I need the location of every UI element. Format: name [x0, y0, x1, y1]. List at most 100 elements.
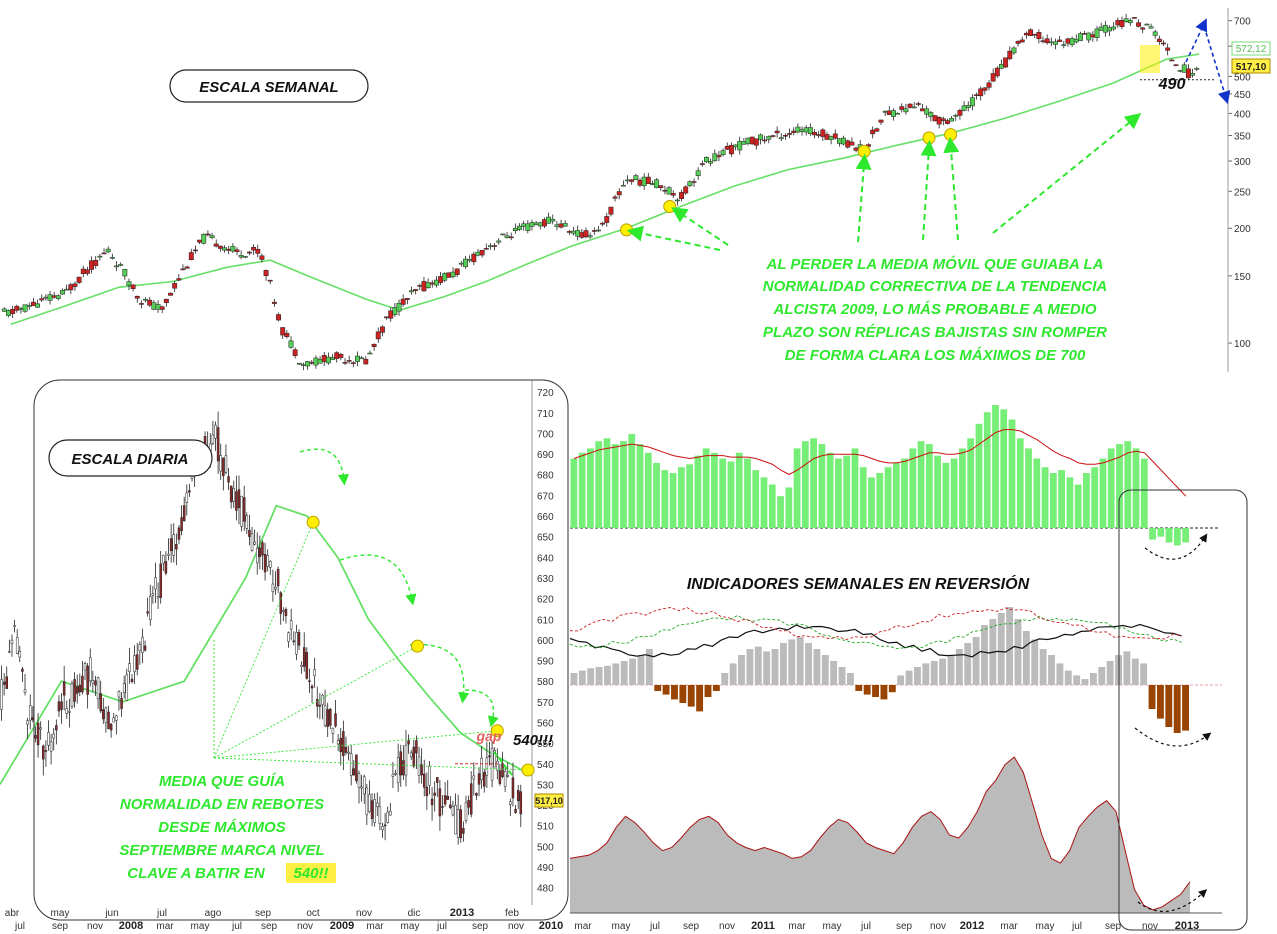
daily-candle-body [266, 555, 269, 567]
weekly-y-tick-label: 350 [1234, 132, 1251, 143]
weekly-candle-body [130, 284, 136, 290]
weekly-annotation-arrow [943, 136, 960, 241]
weekly-candle-body [695, 170, 701, 176]
daily-candle-body [242, 497, 246, 522]
weekly-candle-body [562, 223, 568, 227]
weekly-candle-body [712, 153, 718, 161]
weekly-highlight-zone [1140, 45, 1160, 73]
weekly-candle-body [109, 256, 115, 259]
indicator-1-bar [661, 470, 669, 528]
daily-candle-body [433, 792, 436, 796]
daily-y-tick-label: 700 [537, 429, 554, 440]
indicator-1-bar [587, 448, 594, 528]
weekly-x-tick-label: 2013 [1175, 920, 1199, 932]
weekly-candle-body [550, 218, 556, 222]
weekly-candle-body [1140, 27, 1146, 30]
indicator-1-bar [975, 423, 983, 528]
daily-candle-body [292, 640, 296, 643]
indicator-2-bar [914, 667, 921, 685]
weekly-candle-body [475, 251, 481, 256]
weekly-candle-body [421, 281, 427, 292]
weekly-candle-body [1048, 41, 1054, 44]
weekly-x-tick-label: nov [87, 921, 103, 932]
weekly-candle-body [118, 264, 124, 266]
daily-candle-body [391, 773, 395, 777]
indicator-1-bar [578, 452, 586, 528]
weekly-y-tick-label: 100 [1234, 339, 1251, 350]
daily-y-tick-label: 570 [537, 698, 554, 709]
weekly-candle-body [400, 298, 406, 305]
daily-x-tick-label: may [51, 908, 70, 919]
daily-note-highlight-bg [286, 863, 336, 883]
daily-candle-body [164, 561, 168, 574]
weekly-candle-body [957, 110, 963, 116]
indicator-2-bar [754, 646, 762, 685]
weekly-candle-body [575, 230, 581, 237]
daily-candle-body [102, 709, 105, 720]
weekly-candle-body [816, 134, 822, 136]
weekly-candle-body [1152, 31, 1158, 36]
daily-candle-body [344, 746, 348, 753]
daily-candle-body [47, 732, 50, 746]
daily-candle-body [297, 632, 301, 646]
weekly-x-tick-label: sep [52, 921, 69, 932]
daily-y-tick-label: 650 [537, 533, 554, 544]
indicator-2-bar [1073, 675, 1081, 685]
daily-candle-body [399, 751, 403, 776]
weekly-candle-body [292, 349, 298, 356]
weekly-marker [922, 131, 936, 145]
weekly-candle-body [832, 133, 838, 139]
weekly-candle-body [928, 112, 934, 117]
weekly-candle-body [80, 268, 86, 275]
daily-candle-body [117, 691, 121, 698]
weekly-candle-body [60, 290, 65, 295]
daily-candle-body [28, 705, 32, 721]
weekly-candle-body [517, 225, 522, 230]
daily-candle-body [430, 798, 434, 806]
weekly-candle-body [192, 249, 198, 252]
daily-candle-body [519, 791, 523, 815]
weekly-candle-body [479, 250, 485, 256]
weekly-x-tick-label: sep [472, 921, 489, 932]
indicator-2-bar [1165, 685, 1173, 727]
weekly-marker [944, 128, 958, 142]
daily-candle-body [276, 568, 280, 587]
daily-candle-body [83, 663, 87, 671]
indicator-1-bar [1008, 419, 1016, 528]
weekly-candle-body [774, 130, 780, 134]
daily-y-tick-label: 690 [537, 450, 554, 461]
weekly-x-tick-label: may [401, 921, 420, 932]
weekly-candle-body [284, 333, 290, 337]
indicator-1-bar [1074, 484, 1082, 528]
weekly-candle-body [180, 268, 186, 271]
weekly-candle-body [392, 307, 398, 315]
indicator-1-bar [1041, 467, 1049, 528]
indicator-2-bar [863, 685, 871, 695]
indicator-1-bar [719, 458, 727, 528]
daily-candle-body [305, 652, 309, 679]
weekly-candle-body [982, 87, 988, 91]
indicator-2-bar [654, 685, 662, 691]
daily-y-tick-label: 630 [537, 574, 554, 585]
indicator-2-bar [645, 649, 653, 685]
daily-note-line: DESDE MÁXIMOS [158, 819, 286, 836]
indicator-2-bar [637, 655, 645, 685]
daily-candle-body [214, 424, 217, 439]
daily-candle-body [422, 773, 426, 788]
daily-candle-body [227, 476, 230, 483]
weekly-candle-body [18, 307, 24, 310]
daily-candle-body [261, 542, 264, 556]
weekly-candle-body [10, 308, 16, 315]
daily-candle-body [420, 764, 423, 776]
weekly-candle-body [1061, 44, 1067, 46]
daily-candle-body [516, 789, 520, 802]
weekly-candle-body [762, 139, 768, 142]
indicator-1-bar [702, 448, 710, 528]
weekly-candle-body [409, 290, 414, 293]
daily-candle-body [5, 676, 9, 689]
weekly-candle-body [126, 281, 132, 286]
indicator-1-bar [983, 412, 991, 528]
weekly-candle-body [1094, 28, 1100, 38]
weekly-x-tick-label: jul [231, 921, 242, 932]
daily-candle-body [449, 804, 452, 808]
